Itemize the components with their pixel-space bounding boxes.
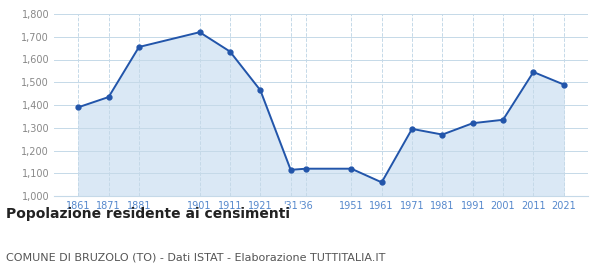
Text: COMUNE DI BRUZOLO (TO) - Dati ISTAT - Elaborazione TUTTITALIA.IT: COMUNE DI BRUZOLO (TO) - Dati ISTAT - El… bbox=[6, 252, 385, 262]
Text: Popolazione residente ai censimenti: Popolazione residente ai censimenti bbox=[6, 207, 290, 221]
